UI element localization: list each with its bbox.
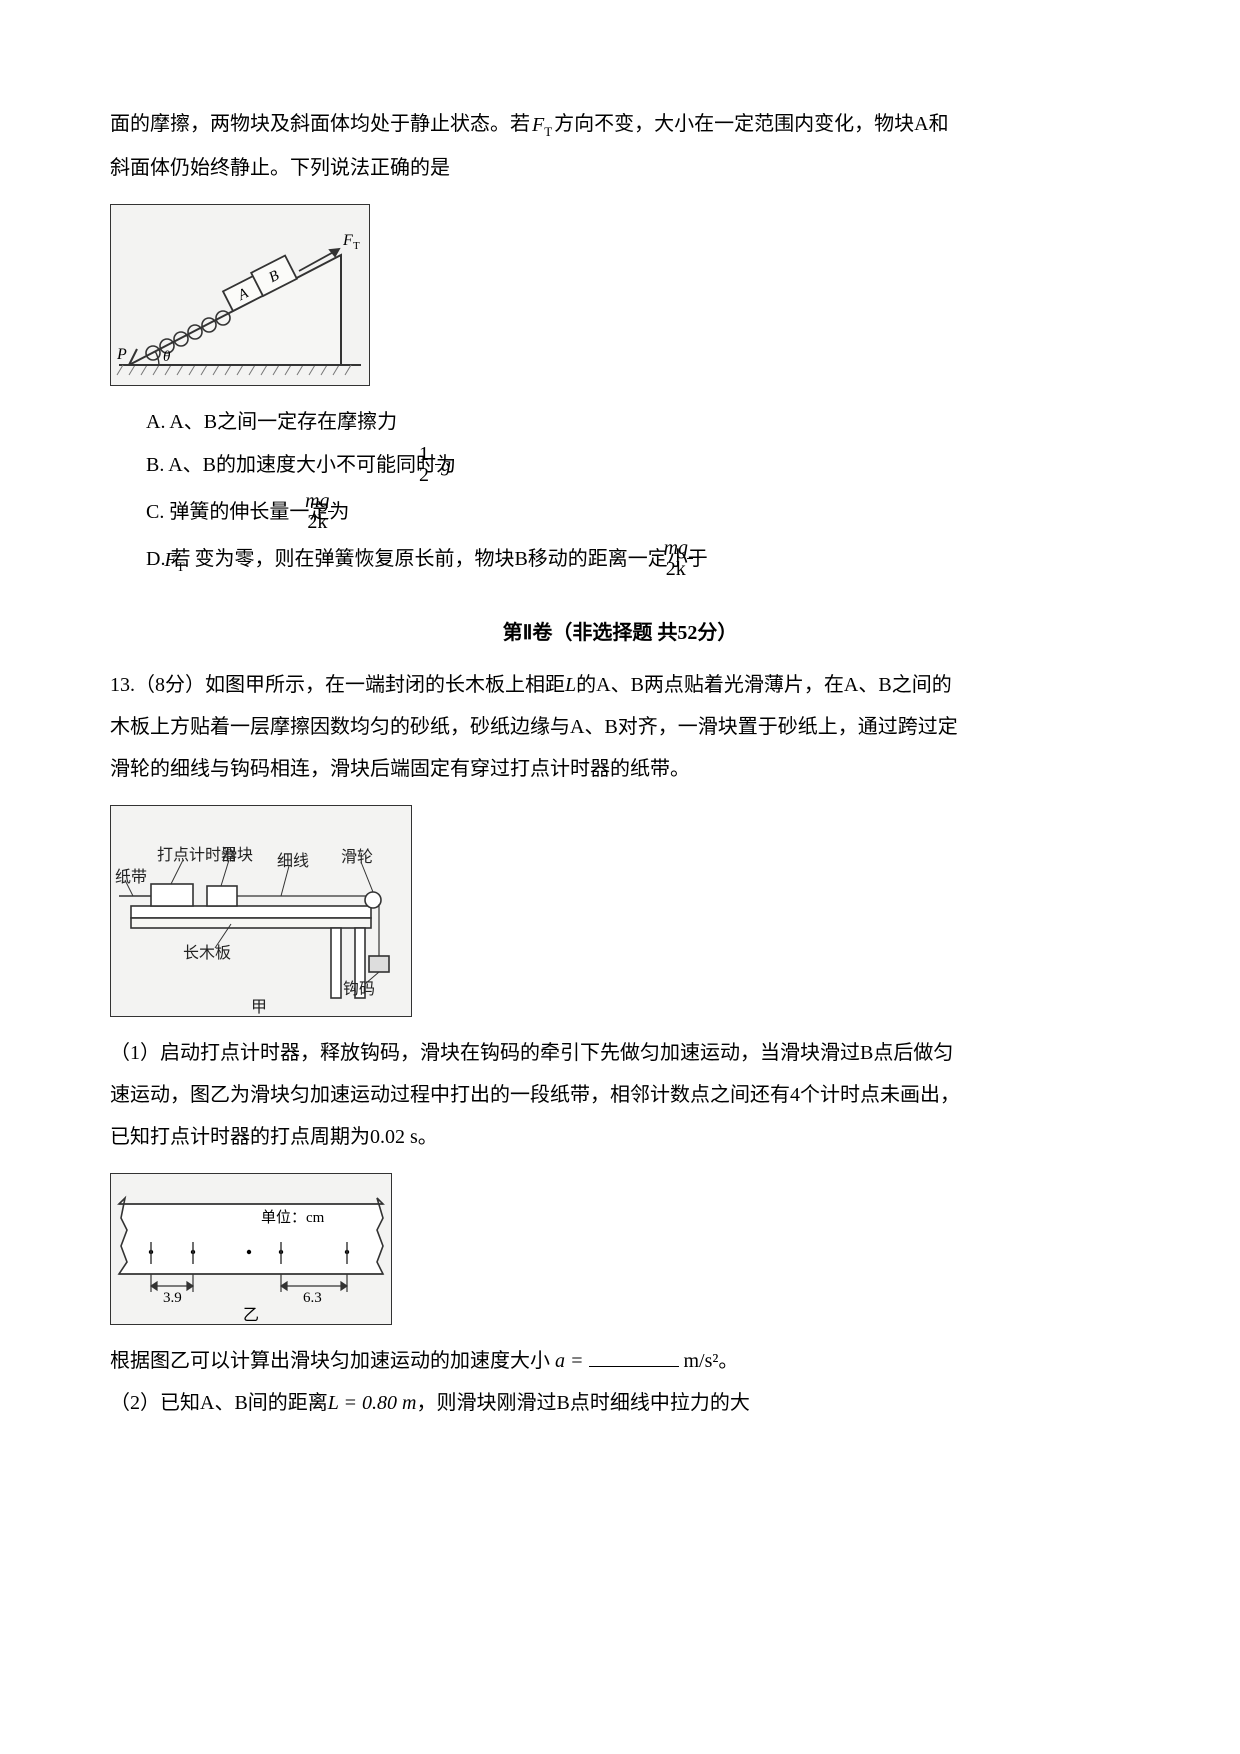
q12-option-c: C. 弹簧的伸长量一定为 mg2k (174, 493, 1130, 534)
tape-d2: 6.3 (303, 1290, 322, 1306)
q12-option-d: D. 若FT变为零，则在弹簧恢复原长前，物块B移动的距离一定小于 mg2k (174, 540, 1130, 581)
frac-mg-2k-2: mg2k (713, 540, 717, 581)
p-label: P (116, 346, 127, 363)
q12-stem-text-2: 方向不变，大小在一定范围内变化，物块A和 (554, 113, 948, 135)
frac-half-g: 12g (461, 446, 475, 487)
q12-stem-line1: 面的摩擦，两物块及斜面体均处于静止状态。若FT方向不变，大小在一定范围内变化，物… (110, 106, 1130, 144)
q13-stem: 13.（8分）如图甲所示，在一端封闭的长木板上相距L的A、B两点贴着光滑薄片，在… (110, 667, 1130, 703)
ft-symbol-1: FT (530, 107, 554, 143)
label-pulley: 滑轮 (341, 844, 373, 873)
q13-part1-l2: 速运动，图乙为滑块匀加速运动过程中打出的一段纸带，相邻计数点之间还有4个计时点未… (110, 1077, 1130, 1113)
q12-figure: A B F T P θ (110, 204, 1130, 386)
q13-part1-l3: 已知打点计时器的打点周期为0.02 s。 (110, 1119, 1130, 1155)
label-tape: 纸带 (115, 864, 147, 893)
theta-label: θ (163, 349, 171, 365)
q12-option-a: A. A、B之间一定存在摩擦力 (174, 404, 1130, 440)
caption-jia: 甲 (251, 994, 267, 1023)
caption-yi: 乙 (243, 1307, 259, 1324)
blank-a[interactable] (589, 1346, 679, 1367)
q13-calc-line: 根据图乙可以计算出滑块匀加速运动的加速度大小 a = m/s²。 (110, 1343, 1130, 1379)
label-block: 滑块 (221, 842, 253, 871)
label-board: 长木板 (183, 940, 231, 969)
incline-diagram: A B F T P θ (111, 205, 369, 385)
q13-part1-l1: （1）启动打点计时器，释放钩码，滑块在钩码的牵引下先做匀加速运动，当滑块滑过B点… (110, 1035, 1130, 1071)
label-string: 细线 (277, 848, 309, 877)
tape-diagram: 单位：cm (111, 1174, 391, 1324)
q13-part2: （2）已知A、B间的距离L = 0.80 m，则滑块刚滑过B点时细线中拉力的大 (110, 1385, 1130, 1421)
unit-ms2: m/s² (684, 1350, 719, 1372)
section2-heading: 第Ⅱ卷（非选择题 共52分） (110, 615, 1130, 651)
q13-figure-jia: 纸带 打点计时器 滑块 细线 滑轮 长木板 钩码 甲 (110, 805, 1130, 1017)
q13-figure-yi: 单位：cm (110, 1173, 1130, 1325)
a-equals: a = (555, 1350, 584, 1372)
q12-stem-text-1: 面的摩擦，两物块及斜面体均处于静止状态。若 (110, 113, 530, 135)
q12-option-b: B. A、B的加速度大小不可能同时为 12g (174, 446, 1130, 487)
q13-stem-l3: 滑轮的细线与钩码相连，滑块后端固定有穿过打点计时器的纸带。 (110, 751, 1130, 787)
q13-number: 13. (110, 674, 135, 696)
ft-arrow-label: F (342, 232, 353, 249)
q13-stem-l2: 木板上方贴着一层摩擦因数均匀的砂纸，砂纸边缘与A、B对齐，一滑块置于砂纸上，通过… (110, 709, 1130, 745)
ft-arrow-sub: T (353, 240, 360, 252)
q12-stem-line2: 斜面体仍始终静止。下列说法正确的是 (110, 150, 1130, 186)
label-weight: 钩码 (343, 976, 375, 1005)
tape-unit: 单位：cm (261, 1209, 325, 1226)
frac-mg-2k-1: mg2k (354, 493, 358, 534)
tape-d1: 3.9 (163, 1290, 182, 1306)
